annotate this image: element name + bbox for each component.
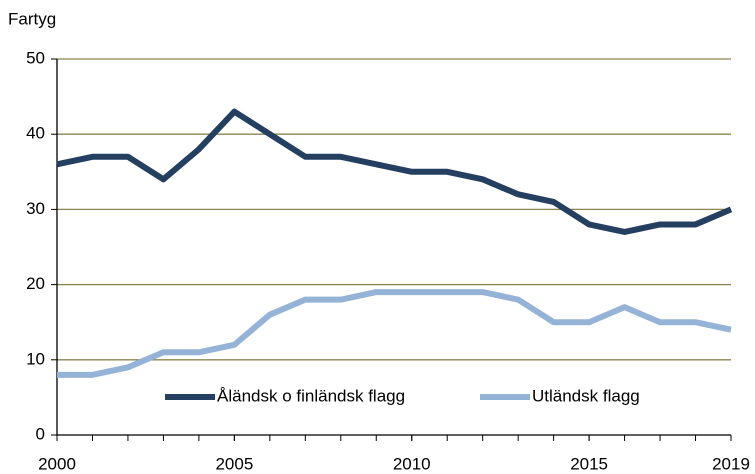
legend-label: Åländsk o finländsk flagg [217,386,405,405]
x-tick-label: 2010 [393,454,431,473]
x-tick-label: 2015 [570,454,608,473]
y-tick-label: 10 [26,349,45,368]
y-tick-label: 50 [26,48,45,67]
x-tick-label: 2000 [38,454,76,473]
line-series [56,108,733,235]
legend-label: Utländsk flagg [532,386,640,405]
y-tick-label: 40 [26,124,45,143]
x-tick-label: 2019 [712,454,750,473]
y-tick-label: 0 [36,424,45,443]
y-tick-label: 30 [26,199,45,218]
x-tick-label: 2005 [215,454,253,473]
y-axis-label: Fartyg [8,9,56,28]
y-tick-label: 20 [26,274,45,293]
line-series [57,289,732,378]
